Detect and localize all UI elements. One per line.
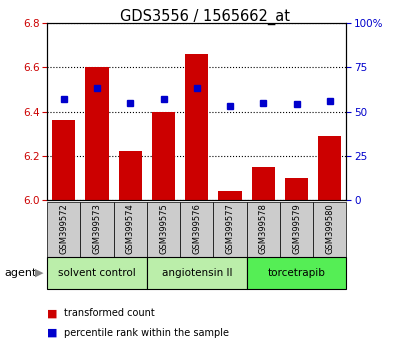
Text: GSM399579: GSM399579 bbox=[291, 204, 300, 254]
Bar bbox=[151, 112, 175, 200]
Text: GSM399576: GSM399576 bbox=[192, 204, 201, 254]
Bar bbox=[312, 202, 346, 257]
Text: ■: ■ bbox=[47, 328, 58, 338]
Text: percentile rank within the sample: percentile rank within the sample bbox=[63, 328, 228, 338]
Bar bbox=[246, 257, 346, 289]
Bar bbox=[284, 178, 308, 200]
Text: GSM399573: GSM399573 bbox=[92, 204, 101, 254]
Bar bbox=[213, 202, 246, 257]
Bar bbox=[218, 191, 241, 200]
Text: GDS3556 / 1565662_at: GDS3556 / 1565662_at bbox=[120, 9, 289, 25]
Text: solvent control: solvent control bbox=[58, 268, 135, 278]
Bar bbox=[118, 152, 142, 200]
Text: GSM399574: GSM399574 bbox=[126, 204, 135, 254]
Text: GSM399575: GSM399575 bbox=[159, 204, 168, 254]
Bar bbox=[52, 120, 75, 200]
Bar bbox=[317, 136, 341, 200]
Bar bbox=[279, 202, 312, 257]
Bar bbox=[246, 202, 279, 257]
Bar bbox=[185, 54, 208, 200]
Text: GSM399580: GSM399580 bbox=[324, 204, 333, 254]
Bar bbox=[47, 257, 146, 289]
Text: transformed count: transformed count bbox=[63, 308, 154, 318]
Bar bbox=[85, 67, 108, 200]
Bar bbox=[146, 202, 180, 257]
Text: angiotensin II: angiotensin II bbox=[161, 268, 231, 278]
Text: ■: ■ bbox=[47, 308, 58, 318]
Text: GSM399572: GSM399572 bbox=[59, 204, 68, 254]
Bar bbox=[80, 202, 113, 257]
Text: torcetrapib: torcetrapib bbox=[267, 268, 325, 278]
Bar bbox=[146, 257, 246, 289]
Bar bbox=[180, 202, 213, 257]
Bar bbox=[113, 202, 146, 257]
Text: agent: agent bbox=[4, 268, 36, 278]
Bar bbox=[47, 202, 80, 257]
Text: GSM399577: GSM399577 bbox=[225, 204, 234, 254]
Bar bbox=[251, 167, 274, 200]
Text: ▶: ▶ bbox=[35, 268, 43, 278]
Text: GSM399578: GSM399578 bbox=[258, 204, 267, 254]
